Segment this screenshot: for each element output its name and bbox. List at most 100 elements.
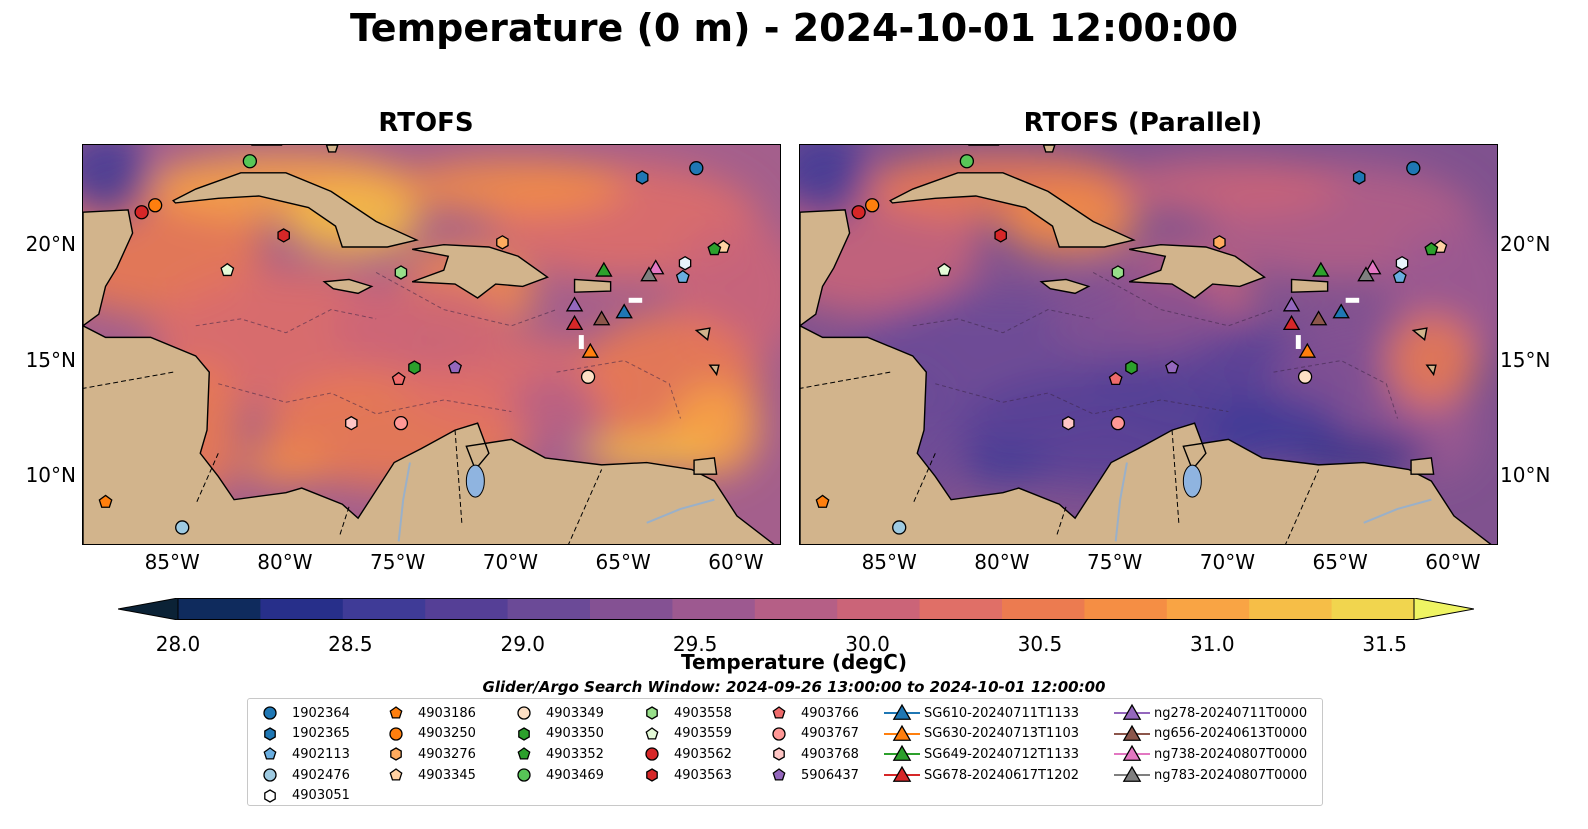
argo-float-marker[interactable] xyxy=(675,269,690,284)
argo-float-marker[interactable] xyxy=(865,198,880,213)
lat-tick-label-left: 15°N xyxy=(25,347,76,372)
argo-float-marker[interactable] xyxy=(389,727,403,741)
argo-float-marker[interactable] xyxy=(277,228,290,243)
argo-float-marker[interactable] xyxy=(646,706,658,721)
argo-float-marker[interactable] xyxy=(645,727,659,740)
glider-marker[interactable] xyxy=(1282,314,1301,331)
argo-float-marker[interactable] xyxy=(646,768,658,782)
glider-marker[interactable] xyxy=(1122,765,1142,782)
argo-float-marker[interactable] xyxy=(1062,415,1075,431)
argo-float-marker[interactable] xyxy=(851,205,866,220)
argo-float-marker[interactable] xyxy=(1165,360,1179,374)
argo-float-marker[interactable] xyxy=(345,415,358,431)
glider-marker[interactable] xyxy=(1332,303,1350,319)
rtofs-map[interactable] xyxy=(82,144,781,545)
argo-float-marker[interactable] xyxy=(390,747,402,762)
land-mass xyxy=(800,325,1492,544)
argo-float-marker[interactable] xyxy=(242,154,258,169)
glider-marker[interactable] xyxy=(565,296,584,312)
colorbar-segment xyxy=(837,598,921,620)
argo-float-marker[interactable] xyxy=(408,360,421,375)
glider-marker[interactable] xyxy=(1357,266,1375,282)
argo-float-marker[interactable] xyxy=(448,360,462,374)
argo-float-marker[interactable] xyxy=(389,768,403,781)
argo-float-marker[interactable] xyxy=(635,170,649,185)
argo-float-marker[interactable] xyxy=(1406,161,1421,176)
argo-float-marker[interactable] xyxy=(772,768,786,781)
glider-marker[interactable] xyxy=(892,704,912,721)
glider-marker[interactable] xyxy=(1122,704,1142,721)
argo-float-marker[interactable] xyxy=(175,520,190,535)
legend-label: 4903558 xyxy=(674,705,732,721)
argo-float-marker[interactable] xyxy=(1110,416,1126,431)
legend-item: 4903767 xyxy=(761,724,859,745)
legend-label: 1902365 xyxy=(292,726,350,742)
legend-item: 4903559 xyxy=(634,724,732,745)
glider-marker[interactable] xyxy=(565,314,584,331)
glider-marker[interactable] xyxy=(581,342,600,358)
argo-float-marker[interactable] xyxy=(264,727,276,741)
glider-marker[interactable] xyxy=(615,303,633,319)
argo-float-marker[interactable] xyxy=(678,255,692,271)
argo-float-marker[interactable] xyxy=(937,262,952,277)
argo-float-marker[interactable] xyxy=(517,747,531,760)
glider-marker[interactable] xyxy=(592,310,611,326)
argo-float-marker[interactable] xyxy=(1111,265,1125,280)
argo-float-marker[interactable] xyxy=(496,235,509,250)
argo-float-marker[interactable] xyxy=(1392,269,1407,284)
argo-float-marker[interactable] xyxy=(517,706,531,720)
glider-marker[interactable] xyxy=(1122,745,1142,762)
argo-float-marker[interactable] xyxy=(959,154,975,169)
rtofs-parallel-map[interactable] xyxy=(799,144,1498,545)
argo-float-marker[interactable] xyxy=(994,228,1007,243)
legend-label: ng656-20240613T0000 xyxy=(1154,726,1308,742)
glider-marker[interactable] xyxy=(892,765,912,782)
land-mass xyxy=(800,209,851,327)
glider-marker[interactable] xyxy=(1122,724,1142,741)
argo-float-marker[interactable] xyxy=(394,265,408,280)
argo-float-marker[interactable] xyxy=(263,747,277,760)
argo-float-marker[interactable] xyxy=(707,242,722,256)
argo-float-marker[interactable] xyxy=(148,198,163,213)
argo-float-marker[interactable] xyxy=(389,706,403,719)
glider-marker[interactable] xyxy=(1298,342,1317,358)
argo-float-marker[interactable] xyxy=(518,727,530,741)
argo-float-marker[interactable] xyxy=(264,788,276,803)
argo-float-marker[interactable] xyxy=(1395,255,1409,271)
argo-float-marker[interactable] xyxy=(393,416,409,431)
argo-float-marker[interactable] xyxy=(391,371,406,386)
argo-float-marker[interactable] xyxy=(220,262,235,277)
colorbar-label: Temperature (degC) xyxy=(681,650,907,674)
argo-float-marker[interactable] xyxy=(517,768,531,782)
argo-float-marker[interactable] xyxy=(1352,170,1366,185)
argo-float-marker[interactable] xyxy=(263,768,277,782)
river xyxy=(397,462,411,542)
argo-float-marker[interactable] xyxy=(772,706,786,719)
colorbar-segment xyxy=(425,598,509,620)
argo-float-marker[interactable] xyxy=(134,205,149,220)
glider-marker[interactable] xyxy=(1364,259,1382,275)
glider-marker[interactable] xyxy=(892,745,912,762)
glider-marker[interactable] xyxy=(640,266,658,282)
argo-float-marker[interactable] xyxy=(689,161,704,176)
argo-float-marker[interactable] xyxy=(772,727,786,741)
argo-float-marker[interactable] xyxy=(580,369,596,384)
glider-marker[interactable] xyxy=(595,261,613,277)
glider-marker[interactable] xyxy=(1312,261,1330,277)
argo-float-marker[interactable] xyxy=(892,520,907,535)
argo-float-marker[interactable] xyxy=(1424,242,1439,256)
glider-marker[interactable] xyxy=(1282,296,1301,312)
argo-float-marker[interactable] xyxy=(1108,371,1123,386)
glider-marker[interactable] xyxy=(647,259,665,275)
argo-float-marker[interactable] xyxy=(263,706,277,720)
argo-float-marker[interactable] xyxy=(98,494,113,508)
glider-marker[interactable] xyxy=(1309,310,1328,326)
argo-float-marker[interactable] xyxy=(645,747,659,762)
argo-float-marker[interactable] xyxy=(1213,235,1226,250)
argo-float-marker[interactable] xyxy=(815,494,830,508)
legend-item: SG630-20240713T1103 xyxy=(884,724,1079,745)
argo-float-marker[interactable] xyxy=(1125,360,1138,375)
argo-float-marker[interactable] xyxy=(1297,369,1313,384)
argo-float-marker[interactable] xyxy=(773,747,785,762)
glider-marker[interactable] xyxy=(892,724,912,741)
